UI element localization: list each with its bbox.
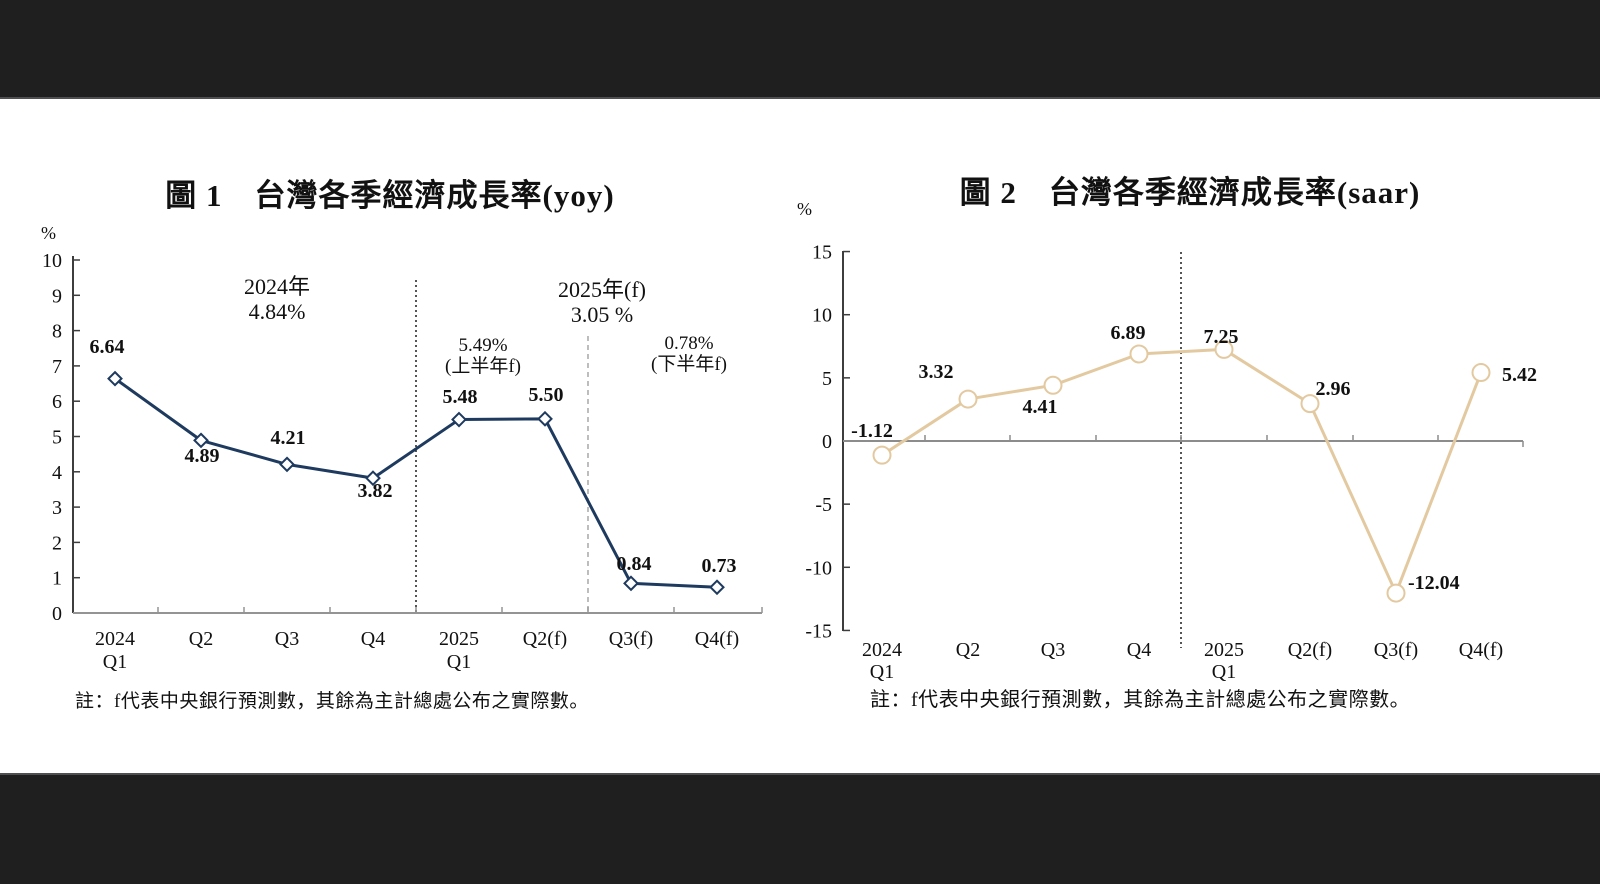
- annotation-2025-value: 3.05 %: [570, 302, 634, 327]
- data-point-label: 6.64: [90, 336, 125, 358]
- x-axis-category-label: Q2(f): [1288, 639, 1332, 661]
- x-axis-category-label: Q3(f): [609, 628, 653, 650]
- y-axis-tick-label: 4: [52, 462, 62, 484]
- data-point-label: 4.89: [185, 445, 220, 467]
- data-point-label: 4.21: [271, 427, 306, 449]
- figure-1-y-unit-label: %: [41, 223, 56, 243]
- y-axis-tick-label: 7: [52, 356, 62, 378]
- y-axis-tick-label: 10: [812, 305, 832, 327]
- data-point-marker: [365, 470, 381, 487]
- y-axis-tick-label: 10: [42, 250, 62, 272]
- y-axis-tick-label: 6: [52, 391, 62, 413]
- data-point-marker: [1471, 363, 1491, 383]
- x-axis-category-label: 2024: [862, 639, 902, 661]
- data-point-marker: [107, 370, 123, 387]
- y-axis-tick-label: 2: [52, 532, 62, 554]
- data-line: [113, 377, 719, 589]
- x-axis-category-label: Q3: [1041, 639, 1065, 661]
- figure-2-note: 註：f代表中央銀行預測數，其餘為主計總處公布之實際數。: [870, 689, 1411, 711]
- annotation-2024-value: 4.84%: [248, 299, 306, 324]
- y-axis-tick-label: 9: [52, 285, 62, 307]
- y-axis-tick-label: 15: [812, 242, 832, 264]
- figure-1-note: 註：f代表中央銀行預測數，其餘為主計總處公布之實際數。: [75, 691, 589, 712]
- x-axis-category-label: Q4: [1127, 639, 1151, 661]
- bottom-letterbox-bar: [0, 773, 1600, 884]
- data-point-marker: [1300, 394, 1320, 414]
- y-axis-tick-label: -10: [805, 557, 832, 579]
- data-point-marker: [451, 411, 467, 428]
- annotation-2025-annual: 2025年(f) 3.05 %: [558, 277, 646, 327]
- x-axis-category-label: Q1: [103, 651, 127, 673]
- x-axis-category-label: Q3: [275, 628, 299, 650]
- data-point-marker: [1129, 344, 1149, 364]
- x-axis-category-label: Q2: [956, 639, 980, 661]
- data-point-marker: [193, 432, 209, 449]
- data-point-marker: [1214, 339, 1234, 359]
- data-point-label: 0.84: [617, 553, 652, 575]
- x-axis-category-label: Q2(f): [523, 628, 567, 650]
- figure-2-title: 圖 2 台灣各季經濟成長率(saar): [959, 175, 1421, 210]
- data-point-marker: [1386, 583, 1406, 603]
- x-axis-category-label: 2024: [95, 628, 135, 650]
- y-axis-tick-label: 3: [52, 497, 62, 519]
- data-point-label: 2.96: [1316, 378, 1351, 400]
- annotation-2024-year: 2024年: [243, 274, 311, 299]
- data-point-marker: [958, 389, 978, 409]
- data-point-label: 5.50: [529, 384, 564, 406]
- annotation-first-half: 5.49% (上半年f): [445, 335, 521, 377]
- data-point-marker: [1043, 375, 1063, 395]
- figure-1-title: 圖 1 台灣各季經濟成長率(yoy): [165, 178, 615, 213]
- data-point-label: 6.89: [1111, 322, 1146, 344]
- y-axis-tick-label: 8: [52, 321, 62, 343]
- data-point-marker: [279, 456, 295, 473]
- data-point-label: 3.82: [358, 480, 393, 502]
- y-axis-tick-label: 0: [822, 431, 832, 453]
- annotation-2025-year: 2025年(f): [558, 277, 646, 302]
- x-axis-category-label: Q1: [870, 661, 894, 683]
- y-axis-tick-label: 5: [822, 368, 832, 390]
- x-axis-category-label: Q4(f): [695, 628, 739, 650]
- x-axis-category-label: 2025: [439, 628, 479, 650]
- annotation-first-half-value: 5.49%: [458, 335, 508, 356]
- data-point-label: 0.73: [702, 555, 737, 577]
- x-axis-category-label: 2025: [1204, 639, 1244, 661]
- annotation-first-half-label: (上半年f): [445, 356, 521, 377]
- x-axis-category-label: Q2: [189, 628, 213, 650]
- y-axis-tick-label: -5: [815, 494, 832, 516]
- x-axis-category-label: Q4: [361, 628, 385, 650]
- data-point-label: -1.12: [851, 420, 893, 442]
- x-axis-category-label: Q1: [1212, 661, 1236, 683]
- data-point-label: 4.41: [1023, 396, 1058, 418]
- data-point-marker: [709, 579, 725, 596]
- y-axis-tick-label: 1: [52, 568, 62, 590]
- data-point-marker: [872, 445, 892, 465]
- annotation-second-half-value: 0.78%: [664, 333, 714, 354]
- x-axis-category-label: Q4(f): [1459, 639, 1503, 661]
- x-axis-category-label: Q3(f): [1374, 639, 1418, 661]
- top-letterbox-bar: [0, 0, 1600, 99]
- figure-2-y-unit-label: %: [797, 199, 812, 219]
- data-line: [880, 347, 1483, 595]
- y-axis-tick-label: -15: [805, 620, 832, 642]
- data-point-label: 3.32: [919, 361, 954, 383]
- data-point-label: 7.25: [1204, 326, 1239, 348]
- annotation-2024-annual: 2024年 4.84%: [244, 274, 310, 324]
- annotation-second-half: 0.78% (下半年f): [651, 333, 727, 375]
- data-point-label: 5.42: [1502, 364, 1537, 386]
- y-axis-tick-label: 5: [52, 427, 62, 449]
- annotation-second-half-label: (下半年f): [651, 354, 727, 375]
- data-point-marker: [623, 575, 639, 592]
- data-point-marker: [537, 410, 553, 427]
- data-point-label: -12.04: [1408, 572, 1460, 594]
- x-axis-category-label: Q1: [447, 651, 471, 673]
- data-point-label: 5.48: [443, 386, 478, 408]
- y-axis-tick-label: 0: [52, 603, 62, 625]
